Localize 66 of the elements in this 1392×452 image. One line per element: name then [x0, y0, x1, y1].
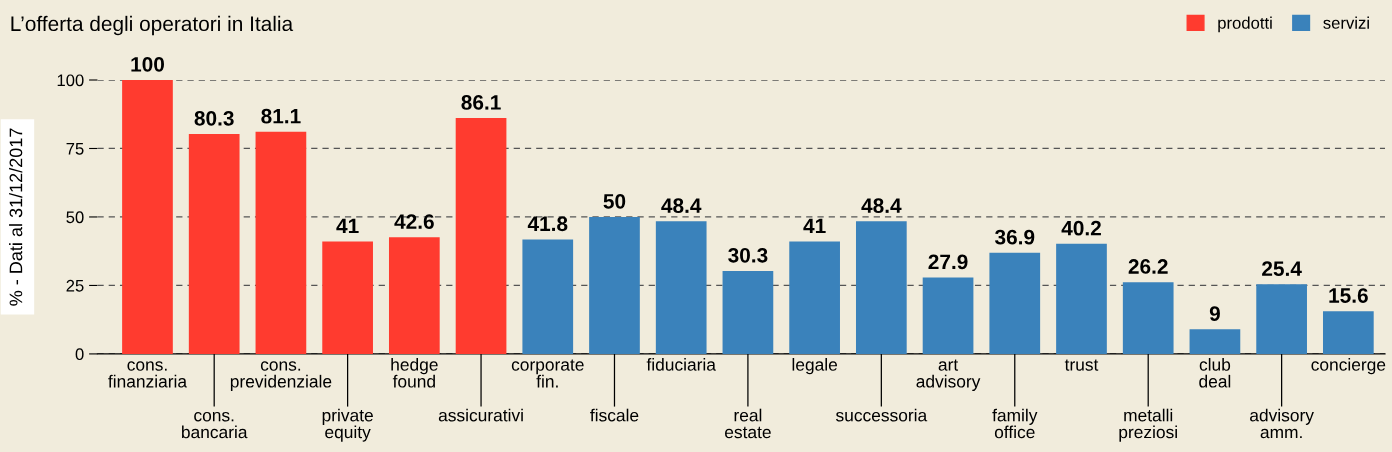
bar	[989, 252, 1041, 354]
x-tick-label: real estate	[725, 408, 771, 439]
data-label: 15.6	[1329, 288, 1368, 303]
data-label: 30.3	[728, 247, 768, 263]
data-label: 80.3	[194, 110, 234, 126]
bar	[655, 221, 707, 354]
y-tick-label: 75	[66, 143, 84, 155]
data-label: 48.4	[861, 198, 902, 214]
legend-label: prodotti	[1218, 16, 1272, 33]
x-tick-label: cons. finanziaria	[108, 361, 188, 388]
data-label: 9	[1209, 306, 1220, 321]
x-tick-label: metalli preziosi	[1119, 408, 1177, 442]
bar	[522, 239, 574, 354]
data-label: 41.8	[527, 216, 568, 232]
bar	[855, 221, 907, 354]
bar	[122, 80, 173, 354]
bar	[922, 277, 974, 354]
data-label: 25.4	[1262, 261, 1302, 277]
x-tick-label: art advisory	[916, 359, 981, 392]
x-tick-label: assicurativi	[438, 408, 523, 422]
bar	[1189, 329, 1241, 354]
x-tick-label: advisory amm.	[1250, 408, 1314, 439]
data-label: 40.2	[1061, 220, 1101, 236]
data-label: 27.9	[928, 254, 968, 270]
y-axis-title: % - Dati al 31/12/2017	[9, 128, 23, 306]
x-tick-label: hedge found	[391, 358, 438, 388]
data-label: 42.6	[394, 214, 434, 229]
x-tick-label: corporate fin.	[511, 359, 584, 388]
y-tick-label: 25	[66, 279, 84, 292]
x-tick-label: successoria	[836, 408, 928, 422]
bar	[1323, 311, 1374, 354]
data-label: 50	[603, 193, 626, 209]
chart-title: L’offerta degli operatori in Italia	[11, 15, 294, 36]
data-label: 36.9	[994, 229, 1035, 245]
bar	[188, 133, 240, 354]
y-tick-label: 100	[57, 74, 84, 87]
data-label: 48.4	[661, 198, 702, 214]
x-tick-label: trust	[1064, 359, 1099, 371]
x-tick-label: legale	[792, 358, 838, 375]
data-label: 86.1	[461, 95, 501, 110]
data-label: 41	[803, 218, 826, 234]
bar	[388, 237, 440, 354]
data-label: 41	[336, 218, 359, 234]
data-label: 81.1	[261, 108, 301, 124]
legend-label: servizi	[1323, 16, 1369, 29]
y-tick-label: 0	[75, 348, 84, 361]
bar	[1056, 243, 1107, 354]
x-tick-label: cons. bancaria	[182, 411, 248, 439]
x-tick-label: family office	[992, 408, 1038, 439]
data-label: 100	[131, 56, 164, 72]
bar	[322, 241, 373, 354]
bar	[255, 131, 307, 354]
x-tick-label: club deal	[1199, 358, 1231, 388]
bar	[589, 216, 640, 354]
x-tick-label: fiduciaria	[646, 358, 716, 371]
bar	[1122, 282, 1174, 354]
bar	[789, 241, 840, 354]
bar	[455, 118, 507, 354]
x-tick-label: concierge	[1311, 358, 1386, 375]
bar	[1256, 284, 1307, 354]
x-tick-label: fiscale	[590, 408, 639, 422]
y-tick-label: 50	[66, 211, 84, 224]
bar	[722, 270, 774, 354]
x-tick-label: private equity	[322, 408, 373, 442]
x-tick-label: cons. previdenziale	[230, 361, 332, 392]
data-label: 26.2	[1128, 259, 1168, 274]
